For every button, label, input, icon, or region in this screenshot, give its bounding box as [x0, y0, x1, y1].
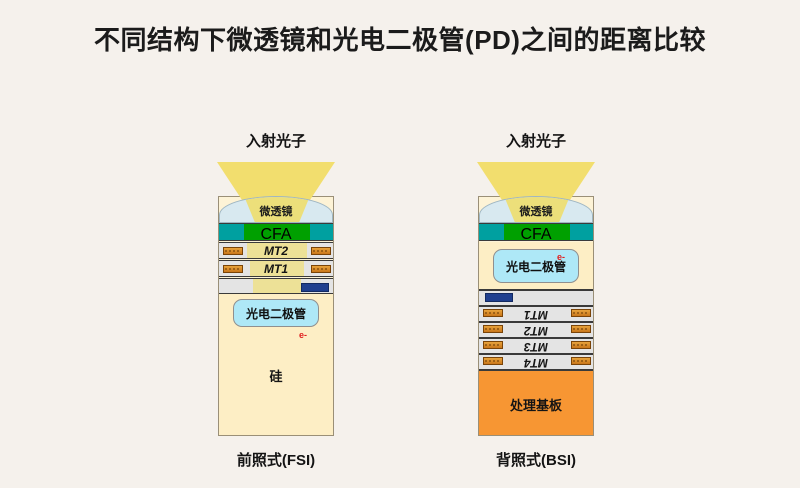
fsi-metal-plug-right-mt2 [311, 247, 331, 255]
fsi-mt2-light [247, 243, 307, 258]
fsi-microlens-label: 微透镜 [259, 206, 293, 218]
fsi-electron-marker: e- [299, 331, 307, 340]
bsi-metal-plug-left-mt4 [483, 357, 503, 365]
bsi-stack: 微透镜 CFA 光电二极管 e- MT1 MT2 MT3 [478, 196, 594, 436]
fsi-metal-band-mt2 [219, 242, 333, 259]
bsi-metal-plug-left-mt1 [483, 309, 503, 317]
fsi-metal-plug-left-mt1 [223, 265, 243, 273]
bsi-metal-band-mt1 [479, 306, 593, 322]
bsi-photodiode-label: 光电二极管 [505, 259, 566, 274]
fsi-incident-photon-label: 入射光子 [245, 133, 306, 150]
fsi-metal-label-mt1: MT1 [264, 262, 288, 276]
bsi-incident-photon-label: 入射光子 [505, 133, 566, 150]
fsi-silicon-label: 硅 [269, 369, 283, 384]
bsi-substrate-label: 处理基板 [509, 398, 562, 413]
fsi-via-block [301, 283, 329, 292]
fsi-dielectric-light [253, 279, 301, 293]
bsi-electron-marker: e- [557, 253, 565, 262]
fsi-cfa-band [219, 223, 333, 241]
fsi-photodiode: 光电二极管 [233, 299, 319, 327]
bsi-substrate-region: 处理基板 [479, 370, 593, 435]
bsi-metal-plug-right-mt2 [571, 325, 591, 333]
bsi-via-block [485, 293, 513, 302]
page-title: 不同结构下微透镜和光电二极管(PD)之间的距离比较 [94, 25, 706, 55]
bsi-metal-band-mt4 [479, 354, 593, 370]
bsi-microlens-label: 微透镜 [519, 206, 553, 218]
bsi-metal-band-mt3 [479, 338, 593, 354]
fsi-caption: 前照式(FSI) [236, 452, 316, 469]
fsi-metal-plug-right-mt1 [311, 265, 331, 273]
fsi-mt1-light [250, 261, 304, 276]
bsi-metal-band-mt2 [479, 322, 593, 338]
bsi-metal-plug-right-mt1 [571, 309, 591, 317]
fsi-cfa-light [244, 224, 310, 240]
bsi-cfa-light [504, 224, 570, 240]
bsi-metal-plug-left-mt2 [483, 325, 503, 333]
fsi-metal-label-mt2: MT2 [264, 244, 288, 258]
bsi-metal-plug-right-mt4 [571, 357, 591, 365]
fsi-metal-plug-left-mt2 [223, 247, 243, 255]
bsi-cfa-band [479, 223, 593, 241]
bsi-metal-plug-right-mt3 [571, 341, 591, 349]
bsi-caption: 背照式(BSI) [496, 452, 576, 469]
fsi-cfa-label: CFA [260, 226, 292, 243]
bsi-metal-plug-left-mt3 [483, 341, 503, 349]
fsi-stack: 微透镜 CFA MT2 MT1 硅 光电二极管 [218, 196, 334, 436]
fsi-electron-label: e- [299, 330, 308, 340]
bsi-cfa-label: CFA [520, 226, 552, 243]
bsi-electron-label: e- [557, 252, 566, 262]
fsi-photodiode-label: 光电二极管 [245, 306, 306, 321]
fsi-metal-band-mt1 [219, 260, 333, 277]
bsi-photodiode: 光电二极管 [493, 249, 579, 283]
